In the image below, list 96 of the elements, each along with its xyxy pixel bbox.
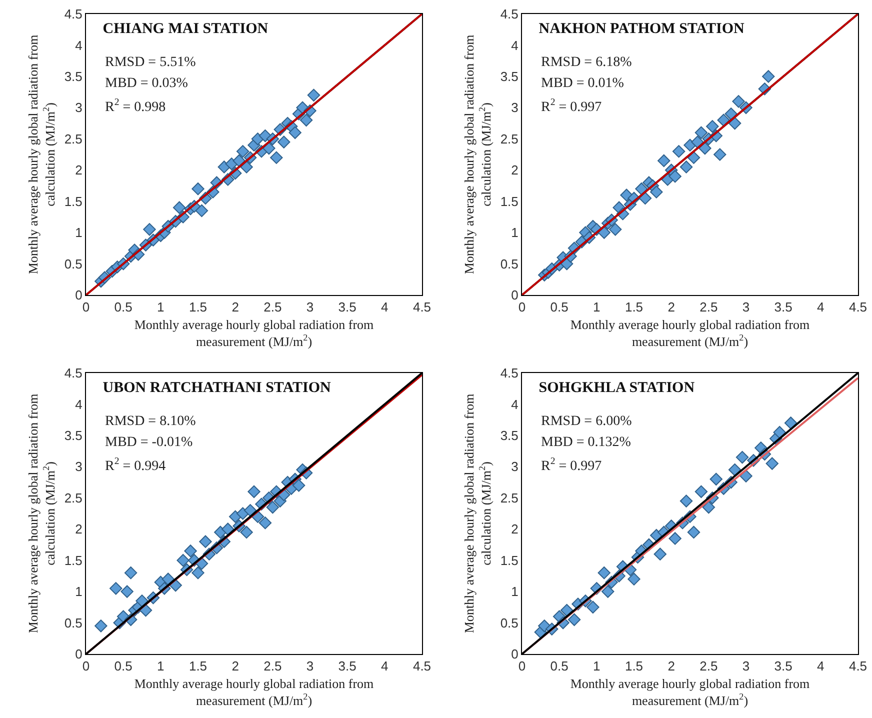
x-tick-label: 3.5 [774, 658, 792, 674]
annotation: MBD = 0.03% [105, 76, 188, 91]
y-tick-label: 3 [511, 459, 518, 474]
y-tick-label: 1.5 [64, 194, 82, 209]
y-tick-label: 2 [511, 162, 518, 178]
annotation: R$^{2}$ = 0.994 [105, 456, 166, 474]
y-tick-label: 1 [75, 584, 82, 600]
chart-title: SOHGKHLA STATION [538, 380, 695, 396]
y-tick-label: 0.5 [64, 256, 82, 272]
x-tick-label: 4.5 [848, 300, 868, 315]
y-tick-label: 2 [511, 522, 518, 537]
x-tick-label: 1 [157, 658, 164, 674]
y-tick-label: 0.5 [64, 615, 82, 630]
y-tick-label: 1 [511, 584, 518, 600]
y-tick-label: 2 [75, 522, 82, 537]
x-tick-label: 0.5 [114, 300, 132, 315]
y-tick-label: 3.5 [500, 68, 518, 84]
y-tick-label: 3.5 [64, 68, 82, 84]
y-tick-label: 3.5 [64, 428, 82, 443]
annotation: MBD = 0.01% [541, 76, 624, 91]
y-tick-label: 1.5 [64, 552, 82, 568]
annotation: RMSD = 6.00% [541, 414, 632, 429]
annotation: R$^{2}$ = 0.997 [541, 97, 602, 115]
x-tick-label: 3.5 [338, 300, 356, 315]
x-tick-label: 3 [742, 300, 750, 315]
y-tick-label: 2.5 [64, 490, 82, 506]
y-tick-label: 0 [511, 646, 518, 662]
y-tick-label: 4 [511, 38, 518, 53]
y-tick-label: 0.5 [500, 615, 518, 630]
annotation: MBD = -0.01% [105, 435, 193, 450]
y-tick-label: 4.5 [500, 6, 518, 22]
x-tick-label: 4 [817, 300, 824, 315]
x-tick-label: 2 [668, 658, 675, 674]
annotation: RMSD = 8.10% [105, 414, 196, 429]
x-tick-label: 3 [306, 300, 314, 315]
x-tick-label: 4 [381, 300, 388, 315]
x-tick-label: 1.5 [188, 300, 208, 315]
y-tick-label: 2.5 [64, 131, 82, 146]
chart-title: UBON RATCHATHANI STATION [102, 380, 332, 396]
y-tick-label: 1.5 [500, 194, 518, 209]
x-tick-label: 4 [381, 658, 388, 674]
x-tick-label: 0.5 [550, 300, 568, 315]
y-tick-label: 2 [75, 162, 82, 178]
x-tick-label: 1 [157, 300, 164, 315]
x-axis-title: Monthly average hourly global radiation from measurement (MJ/m$^{2}$) [134, 317, 374, 350]
x-axis-title: Monthly average hourly global radiation from measurement (MJ/m$^{2}$) [570, 317, 810, 350]
y-tick-label: 1 [75, 225, 82, 240]
x-tick-label: 0.5 [114, 658, 132, 674]
x-tick-label: 2.5 [700, 300, 718, 315]
y-tick-label: 3 [511, 100, 518, 116]
x-tick-label: 4.5 [412, 300, 432, 315]
x-tick-label: 1.5 [624, 658, 644, 674]
y-tick-label: 2.5 [500, 131, 518, 146]
y-tick-label: 2.5 [500, 490, 518, 506]
y-tick-label: 4.5 [500, 366, 518, 381]
y-tick-label: 0.5 [500, 256, 518, 272]
x-tick-label: 4 [817, 658, 824, 674]
x-tick-label: 4.5 [412, 658, 432, 674]
annotation: RMSD = 6.18% [541, 55, 632, 70]
y-tick-label: 0 [511, 288, 518, 303]
x-tick-label: 2.5 [264, 300, 282, 315]
x-tick-label: 0.5 [550, 658, 568, 674]
x-tick-label: 3.5 [774, 300, 792, 315]
y-tick-label: 4 [75, 38, 82, 53]
y-tick-label: 4.5 [64, 6, 82, 22]
chart-title: NAKHON PATHOM STATION [538, 20, 745, 37]
y-tick-label: 0 [75, 288, 82, 303]
x-tick-label: 2 [668, 300, 675, 315]
y-tick-label: 3 [75, 100, 82, 116]
y-tick-label: 1.5 [500, 552, 518, 568]
x-tick-label: 1 [593, 658, 600, 674]
y-tick-label: 4 [75, 396, 82, 412]
y-tick-label: 1 [511, 225, 518, 240]
y-tick-label: 4.5 [64, 366, 82, 381]
x-tick-label: 3 [306, 658, 314, 674]
x-tick-label: 4.5 [848, 658, 868, 674]
x-tick-label: 2.5 [264, 658, 282, 674]
y-tick-label: 0 [75, 646, 82, 662]
annotation: R$^{2}$ = 0.998 [105, 97, 166, 115]
y-tick-label: 3 [75, 459, 82, 474]
annotation: RMSD = 5.51% [105, 55, 196, 70]
x-tick-label: 2 [232, 658, 239, 674]
x-axis-title: Monthly average hourly global radiation from measurement (MJ/m$^{2}$) [134, 676, 374, 708]
x-tick-label: 2.5 [700, 658, 718, 674]
annotation: R$^{2}$ = 0.997 [541, 456, 602, 474]
y-tick-label: 4 [511, 396, 518, 412]
x-axis-title: Monthly average hourly global radiation from measurement (MJ/m$^{2}$) [570, 676, 810, 708]
x-tick-label: 1.5 [624, 300, 644, 315]
x-tick-label: 1.5 [188, 658, 208, 674]
x-tick-label: 3.5 [338, 658, 356, 674]
x-tick-label: 3 [742, 658, 750, 674]
x-tick-label: 2 [232, 300, 239, 315]
y-tick-label: 3.5 [500, 428, 518, 443]
annotation: MBD = 0.132% [541, 435, 632, 450]
x-tick-label: 1 [593, 300, 600, 315]
chart-title: CHIANG MAI STATION [102, 20, 268, 37]
